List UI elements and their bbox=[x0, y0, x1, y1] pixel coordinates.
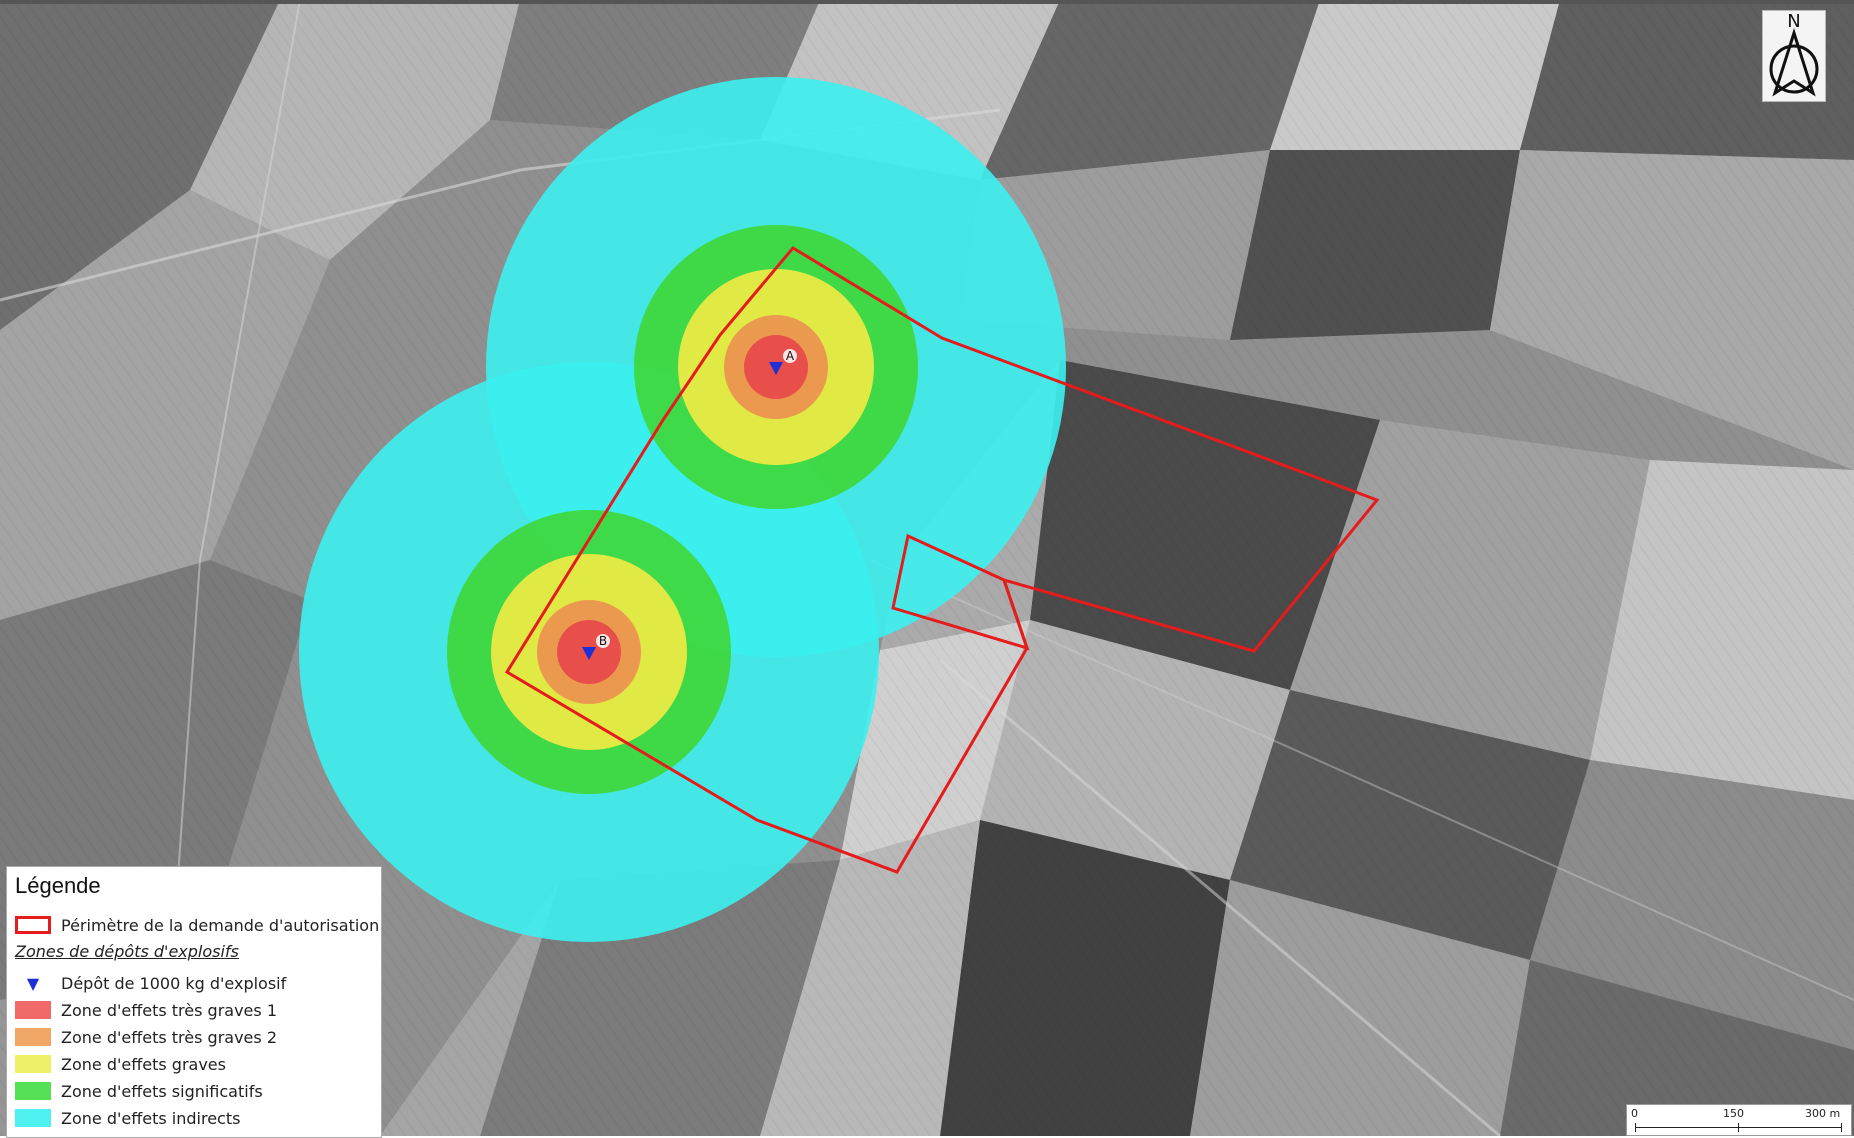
legend-title: Légende bbox=[15, 873, 101, 898]
scale-tick bbox=[1841, 1123, 1842, 1132]
compass-rose-icon bbox=[1769, 28, 1819, 97]
legend-item-depot: ▼ Dépôt de 1000 kg d'explosif bbox=[15, 971, 286, 995]
zone-swatch bbox=[15, 1055, 51, 1073]
scale-tick-label: 0 bbox=[1631, 1107, 1638, 1120]
depot-label: A bbox=[786, 349, 795, 363]
zone-swatch bbox=[15, 1082, 51, 1100]
map-legend: Légende Périmètre de la demande d'autori… bbox=[6, 866, 382, 1138]
scale-tick bbox=[1635, 1123, 1636, 1132]
depot-markers: AB bbox=[582, 349, 797, 660]
depot-label-bg bbox=[596, 634, 610, 648]
north-label: N bbox=[1787, 11, 1801, 32]
legend-item-zone: Zone d'effets significatifs bbox=[15, 1079, 263, 1103]
scale-tick-label: 150 bbox=[1723, 1107, 1744, 1120]
zone-swatch bbox=[15, 1028, 51, 1046]
perimeter-outline[interactable] bbox=[504, 246, 1380, 874]
legend-zone-label: Zone d'effets très graves 1 bbox=[61, 1000, 277, 1020]
legend-zone-label: Zone d'effets indirects bbox=[61, 1108, 241, 1128]
legend-section-label: Zones de dépôts d'explosifs bbox=[15, 942, 239, 961]
legend-depot-label: Dépôt de 1000 kg d'explosif bbox=[61, 973, 287, 993]
depot-marker-icon[interactable] bbox=[769, 362, 783, 375]
legend-zone-label: Zone d'effets significatifs bbox=[61, 1081, 263, 1101]
depot-marker-icon[interactable] bbox=[582, 647, 596, 660]
legend-zone-label: Zone d'effets graves bbox=[61, 1054, 226, 1074]
north-arrow-icon: N bbox=[1762, 10, 1826, 102]
legend-item-zone: Zone d'effets très graves 2 bbox=[15, 1025, 277, 1049]
legend-item-zone: Zone d'effets très graves 1 bbox=[15, 998, 277, 1022]
zone-swatch bbox=[15, 1001, 51, 1019]
legend-zone-label: Zone d'effets très graves 2 bbox=[61, 1027, 277, 1047]
scale-tick-label: 300 m bbox=[1805, 1107, 1841, 1120]
legend-item-zone: Zone d'effets indirects bbox=[15, 1106, 240, 1130]
zone-swatch bbox=[15, 1109, 51, 1127]
depot-label: B bbox=[599, 634, 607, 648]
authorization-perimeter[interactable] bbox=[504, 246, 1380, 874]
legend-perimeter-label: Périmètre de la demande d'autorisation bbox=[61, 915, 380, 935]
depot-label-bg bbox=[783, 349, 797, 363]
perimeter-inner-notch[interactable] bbox=[891, 533, 1030, 651]
legend-item-perimeter: Périmètre de la demande d'autorisation bbox=[15, 913, 379, 937]
perimeter-swatch bbox=[15, 916, 51, 934]
scale-bar: 0 150 300 m bbox=[1626, 1104, 1852, 1136]
scale-tick bbox=[1738, 1123, 1739, 1132]
depot-triangle-icon: ▼ bbox=[26, 973, 40, 993]
legend-item-zone: Zone d'effets graves bbox=[15, 1052, 226, 1076]
